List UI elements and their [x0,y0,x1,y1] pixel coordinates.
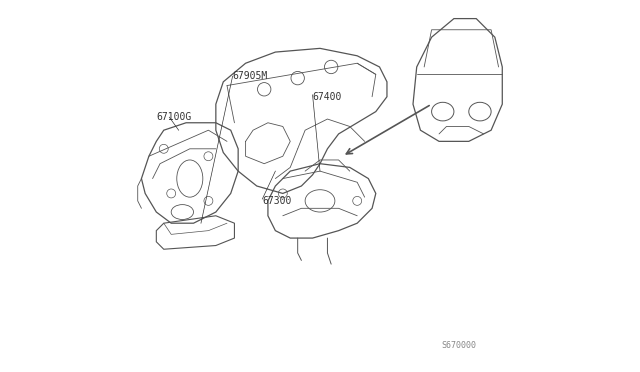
Text: 67400: 67400 [312,92,342,102]
Text: 67905M: 67905M [232,71,268,81]
Text: 67100G: 67100G [156,112,191,122]
Text: S670000: S670000 [441,341,476,350]
Text: 67300: 67300 [262,196,292,206]
